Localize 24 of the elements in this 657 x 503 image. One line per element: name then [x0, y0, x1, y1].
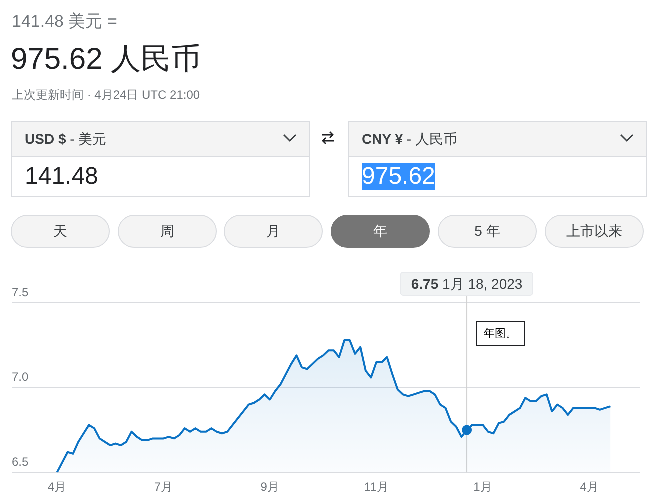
chart-subtitle: 141.48 美元 = [12, 11, 118, 33]
text: 975.62 [362, 163, 436, 190]
x-tick-label: 11月 [364, 480, 389, 494]
annotation: 年图。 [476, 321, 525, 346]
text: 上次更新时间 · 4月24日 UTC 21:00 [12, 87, 200, 104]
y-tick-label: 6.5 [12, 454, 30, 469]
text: CNY ¥ - 人民币 [362, 131, 458, 147]
x-tick-label: 9月 [260, 480, 280, 494]
x-tick-label: 1月 [474, 480, 492, 494]
y-tick-label: 7.5 [12, 285, 30, 300]
text: 周 [118, 215, 217, 248]
x-tick-label: 4月 [580, 480, 599, 494]
text: 月 [224, 215, 323, 248]
text: USD $ - 美元 [25, 131, 107, 147]
text: 年 [331, 215, 430, 248]
x-tick-label: 7月 [154, 480, 174, 494]
y-tick-label: 7.0 [12, 370, 30, 384]
text: 141.48 [24, 162, 100, 192]
text: 天 [11, 215, 110, 248]
chart-title: 975.62 人民币 [11, 42, 202, 78]
text: 5 年 [438, 215, 537, 248]
x-tick-label: 4月 [48, 480, 67, 494]
text: 6.75 1月 18, 2023 [400, 272, 534, 296]
text: 上市以来 [545, 215, 644, 248]
